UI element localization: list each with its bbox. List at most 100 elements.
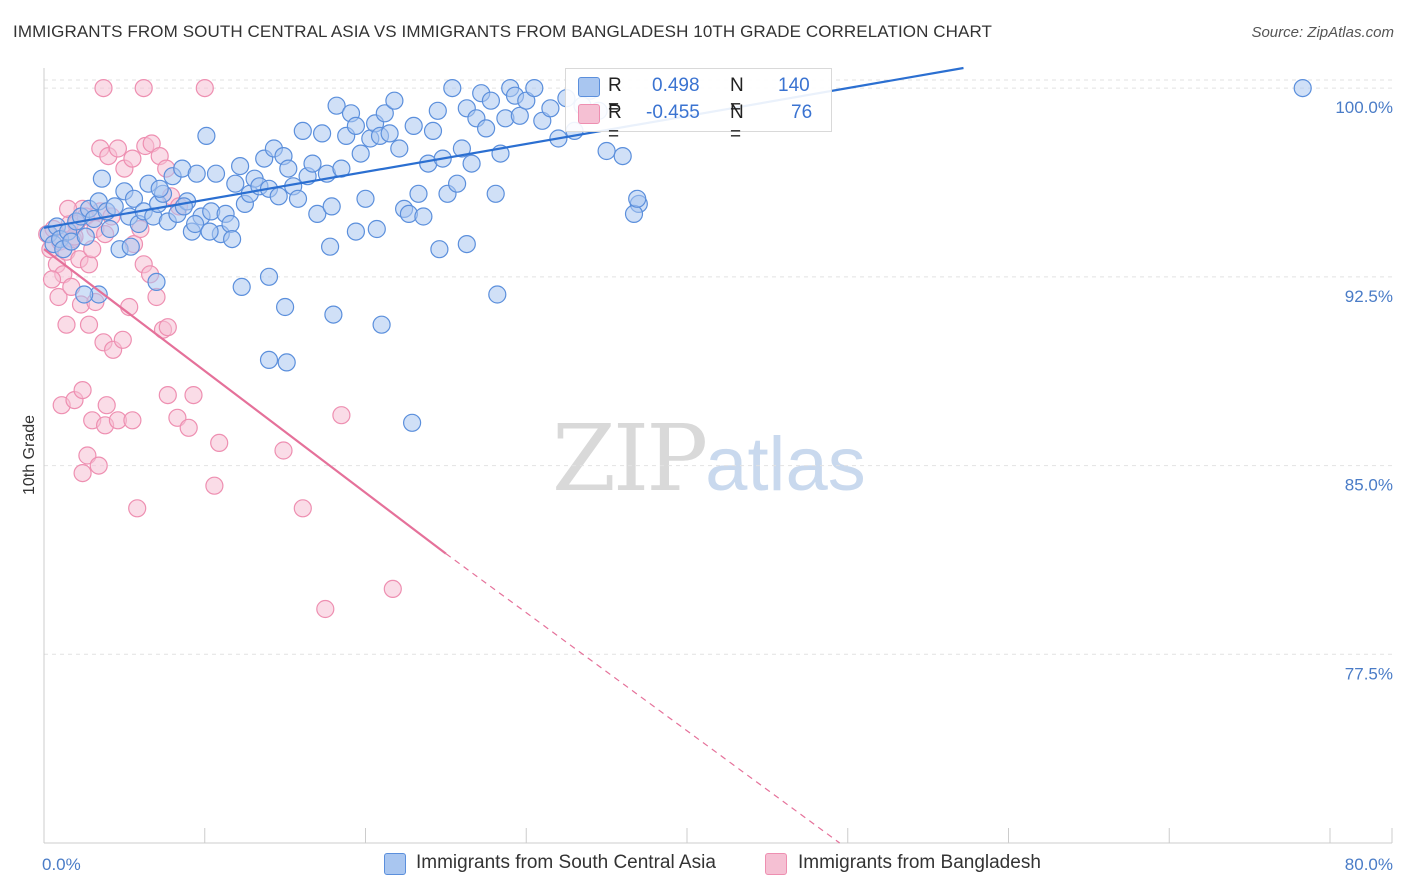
point-bangladesh (97, 396, 116, 415)
point-south-central-asia (277, 353, 296, 372)
legend-swatch-blue (578, 77, 600, 97)
x-tick-label-min: 0.0% (42, 855, 81, 874)
x-tick-label-max: 80.0% (1345, 855, 1393, 874)
point-south-central-asia (409, 184, 428, 203)
watermark-atlas: atlas (705, 422, 866, 507)
point-bangladesh (123, 149, 142, 168)
point-bangladesh (210, 433, 229, 452)
point-south-central-asia (356, 189, 375, 208)
r-label: R = (608, 102, 622, 145)
point-south-central-asia (477, 119, 496, 138)
r-value: -0.455 (646, 102, 700, 123)
point-bangladesh (128, 499, 147, 518)
point-south-central-asia (279, 159, 298, 178)
n-value: 76 (791, 102, 813, 123)
legend-swatch-blue (384, 853, 406, 875)
y-tick-label: 92.5% (1345, 287, 1393, 306)
point-bangladesh (134, 78, 153, 98)
point-south-central-asia (259, 350, 279, 369)
point-south-central-asia (327, 96, 346, 115)
point-south-central-asia (462, 154, 481, 173)
chart-title: IMMIGRANTS FROM SOUTH CENTRAL ASIA VS IM… (13, 22, 993, 41)
point-south-central-asia (385, 91, 404, 110)
point-bangladesh (205, 476, 224, 495)
point-south-central-asia (100, 219, 120, 239)
point-bangladesh (195, 78, 214, 98)
point-south-central-asia (443, 78, 462, 98)
point-south-central-asia (367, 219, 386, 239)
legend-swatch-pink (765, 853, 787, 875)
point-south-central-asia (346, 222, 365, 241)
point-south-central-asia (105, 197, 124, 216)
point-south-central-asia (150, 179, 169, 198)
point-bangladesh (293, 499, 312, 518)
trend-lines (43, 66, 964, 844)
point-bangladesh (42, 270, 62, 289)
point-bangladesh (57, 315, 76, 334)
stats-legend: R = 0.498 N = 140 R = -0.455 N = 76 (565, 68, 832, 145)
point-south-central-asia (269, 187, 288, 206)
point-bangladesh (158, 318, 177, 337)
point-south-central-asia (92, 169, 112, 188)
point-bangladesh (113, 330, 132, 349)
point-south-central-asia (428, 101, 447, 120)
point-bangladesh (108, 139, 128, 158)
point-bangladesh (78, 446, 97, 465)
point-south-central-asia (231, 157, 250, 176)
point-bangladesh (158, 386, 177, 405)
point-south-central-asia (232, 277, 251, 296)
point-bangladesh (316, 599, 335, 619)
point-south-central-asia (124, 189, 144, 208)
n-label: N = (730, 75, 744, 118)
point-south-central-asia (288, 189, 308, 208)
point-south-central-asia (147, 272, 166, 291)
point-south-central-asia (488, 285, 507, 304)
series-legend: Immigrants from South Central Asia Immig… (0, 852, 1406, 878)
series-south-central-asia-points (39, 78, 1312, 432)
y-tick-label: 85.0% (1345, 476, 1393, 495)
point-south-central-asia (351, 144, 370, 163)
legend-swatch-pink (578, 104, 600, 124)
point-south-central-asia (541, 99, 560, 118)
point-south-central-asia (486, 184, 505, 203)
point-bangladesh (73, 381, 92, 400)
point-south-central-asia (121, 237, 140, 256)
series-bangladesh-points (38, 78, 402, 619)
point-south-central-asia (226, 174, 245, 193)
r-value: 0.498 (652, 75, 700, 96)
point-south-central-asia (613, 147, 632, 166)
point-bangladesh (94, 78, 113, 98)
point-south-central-asia (75, 285, 94, 304)
point-bangladesh (89, 456, 108, 475)
r-label: R = (608, 75, 622, 118)
point-bangladesh (79, 315, 99, 334)
point-south-central-asia (186, 214, 205, 234)
point-south-central-asia (174, 197, 193, 216)
point-south-central-asia (624, 204, 644, 223)
point-south-central-asia (481, 91, 500, 110)
point-south-central-asia (324, 305, 343, 324)
point-south-central-asia (76, 227, 95, 246)
n-value: 140 (778, 75, 810, 96)
point-south-central-asia (375, 104, 394, 123)
legend-label: Immigrants from South Central Asia (416, 852, 716, 873)
point-south-central-asia (390, 139, 409, 158)
trend-line-bangladesh (43, 248, 447, 555)
y-tick-label: 77.5% (1345, 664, 1393, 683)
point-bangladesh (184, 386, 203, 405)
point-south-central-asia (308, 204, 327, 223)
point-south-central-asia (380, 124, 399, 143)
point-south-central-asia (313, 124, 332, 143)
point-bangladesh (179, 418, 198, 437)
point-bangladesh (147, 287, 166, 307)
point-bangladesh (73, 464, 92, 483)
point-south-central-asia (303, 154, 322, 173)
point-south-central-asia (223, 230, 242, 249)
watermark: ZIPatlas (552, 405, 866, 512)
point-south-central-asia (414, 207, 433, 226)
point-south-central-asia (1293, 78, 1312, 98)
point-south-central-asia (404, 116, 423, 136)
point-bangladesh (274, 441, 293, 460)
point-south-central-asia (628, 189, 647, 208)
y-tick-label: 100.0% (1335, 98, 1393, 117)
